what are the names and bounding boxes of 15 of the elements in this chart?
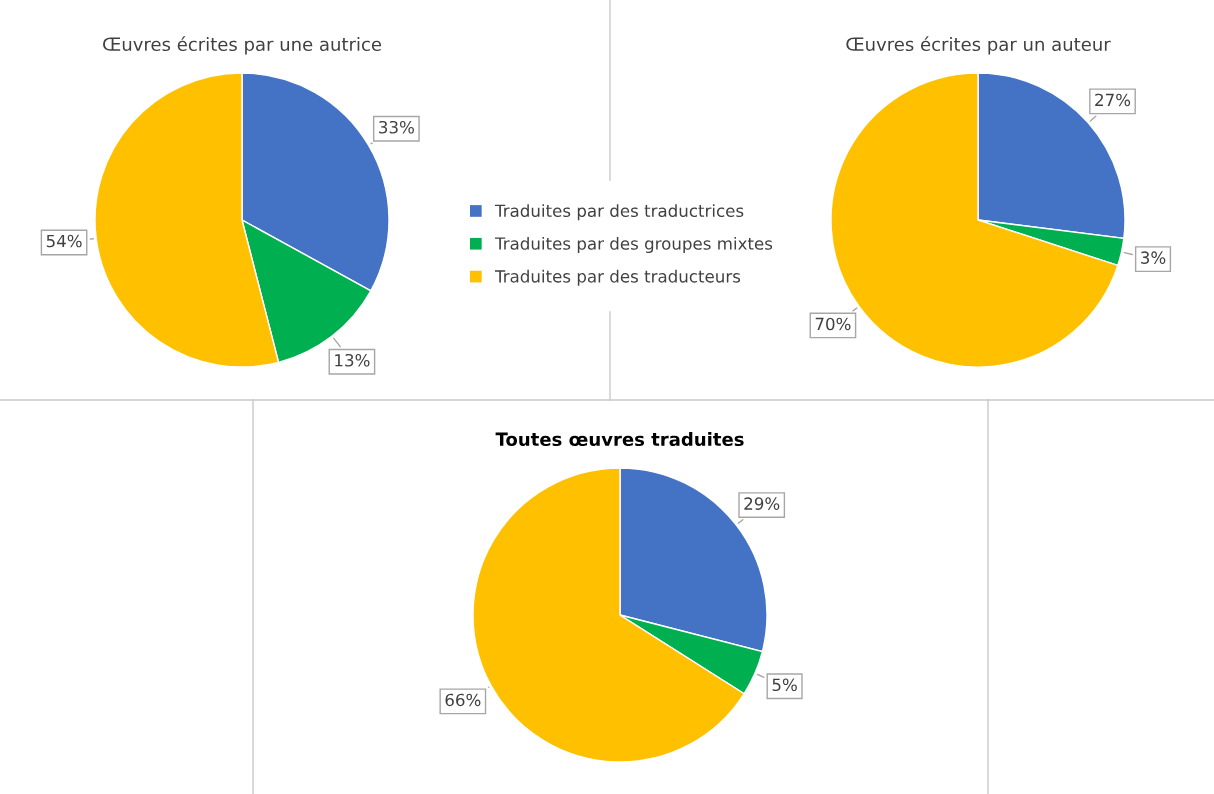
legend-label: Traduites par des traducteurs [494,269,741,286]
data-label: 13% [335,353,370,367]
chart-title: Œuvres écrites par un auteur [846,36,1111,55]
chart-title: Œuvres écrites par une autrice [103,36,382,55]
data-label: 29% [744,497,780,510]
data-label: 27% [1095,93,1131,107]
data-label: 33% [379,120,414,134]
data-label: 66% [445,693,481,707]
data-label: 54% [46,234,82,248]
data-label: 5% [772,678,797,692]
legend-label: Traduites par des traductrices [494,204,744,221]
data-label: 3% [1141,251,1166,264]
chart-title: Toutes œuvres traduites [495,432,744,447]
legend-label: Traduites par des groupes mixtes [494,236,773,254]
data-label: 70% [815,317,851,331]
